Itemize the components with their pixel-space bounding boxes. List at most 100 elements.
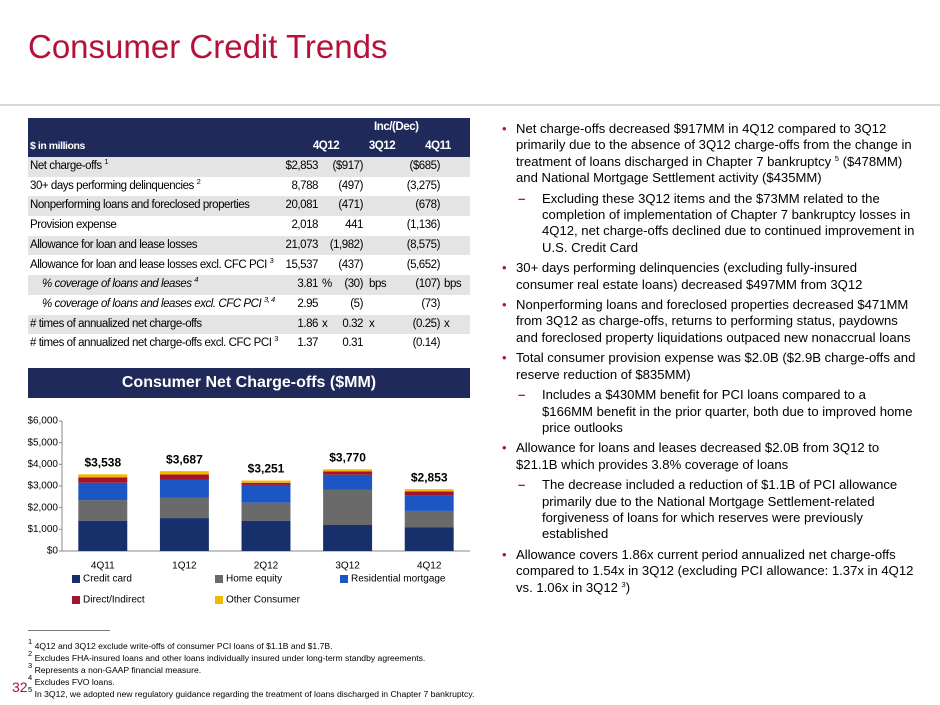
row-note: 1 bbox=[104, 157, 109, 166]
y-tick-label: $6,000 bbox=[28, 416, 58, 427]
bar-segment bbox=[323, 469, 373, 472]
bar-segment bbox=[323, 471, 373, 475]
bullet-note: 3 bbox=[621, 579, 626, 589]
footnote-text: Represents a non-GAAP financial measure. bbox=[34, 665, 202, 675]
bullet-text: Excluding these 3Q12 items and the $73MM… bbox=[542, 190, 915, 255]
legend-swatch bbox=[340, 575, 348, 583]
unit: x bbox=[369, 317, 375, 330]
row-label-text: Allowance for loan and lease losses bbox=[30, 238, 198, 251]
cell: (0.14) bbox=[412, 337, 441, 350]
footnote-text: Excludes FHA-insured loans and other loa… bbox=[34, 653, 426, 663]
legend-swatch bbox=[215, 575, 223, 583]
row-note: 3 bbox=[274, 334, 278, 344]
x-tick-label: 2Q12 bbox=[254, 561, 279, 572]
row-label-text: Net charge-offs bbox=[30, 160, 102, 172]
cell: 2.95 bbox=[297, 297, 318, 310]
total-label: $3,687 bbox=[166, 452, 203, 466]
footnote-mark: 1 bbox=[28, 637, 33, 646]
unit: bps bbox=[369, 278, 387, 291]
legend-label: Other Consumer bbox=[226, 595, 301, 606]
bar-segment bbox=[323, 489, 373, 525]
footnote-text: 4Q12 and 3Q12 exclude write-offs of cons… bbox=[34, 641, 333, 651]
bar-segment bbox=[159, 479, 209, 498]
bar-segment bbox=[241, 480, 291, 483]
footnotes: 1 4Q12 and 3Q12 exclude write-offs of co… bbox=[28, 637, 474, 700]
row-label-text: # times of annualized net charge-offs bbox=[30, 317, 202, 330]
bar-segment bbox=[159, 471, 209, 475]
bullet: Net charge-offs decreased $917MM in 4Q12… bbox=[500, 121, 918, 187]
footnote-mark: 2 bbox=[28, 649, 33, 658]
bar-segment bbox=[241, 502, 291, 521]
column-header: 3Q12 bbox=[368, 140, 396, 152]
x-tick-label: 3Q12 bbox=[335, 561, 360, 572]
bullet: Excluding these 3Q12 items and the $73MM… bbox=[500, 191, 918, 257]
footnote: 2 Excludes FHA-insured loans and other l… bbox=[28, 649, 474, 664]
row-label: Provision expense bbox=[30, 216, 117, 236]
divider bbox=[0, 104, 940, 106]
cell: (107) bbox=[415, 278, 440, 291]
legend-label: Residential mortgage bbox=[351, 574, 446, 585]
cell: 0.31 bbox=[342, 337, 363, 350]
row-label-text: % coverage of loans and leases bbox=[42, 278, 192, 291]
table-row: # times of annualized net charge-offs 1.8… bbox=[28, 314, 470, 335]
bar-segment bbox=[404, 495, 454, 511]
column-header: 4Q11 bbox=[425, 140, 451, 152]
bullet-text: ) bbox=[625, 579, 631, 595]
table-row: Allowance for loan and lease losses excl… bbox=[28, 255, 470, 275]
cell: 441 bbox=[345, 219, 363, 232]
cell: 8,788 bbox=[291, 179, 318, 192]
x-tick-label: 4Q11 bbox=[91, 561, 115, 572]
bar-segment bbox=[78, 482, 128, 501]
bar-segment bbox=[159, 518, 209, 551]
cell: 21,073 bbox=[285, 238, 319, 251]
cell: (471) bbox=[338, 199, 363, 212]
row-label: # times of annualized net charge-offs ex… bbox=[30, 334, 278, 354]
bullet: Nonperforming loans and foreclosed prope… bbox=[500, 297, 918, 346]
bar-segment bbox=[78, 474, 128, 478]
cell: ($917) bbox=[332, 160, 363, 172]
bar-segment bbox=[404, 527, 454, 551]
cell: (497) bbox=[338, 179, 363, 192]
legend-label: Credit card bbox=[83, 574, 132, 585]
row-label: Allowance for loan and lease losses bbox=[30, 236, 198, 256]
row-note: 4 bbox=[194, 275, 199, 285]
total-label: $3,251 bbox=[248, 462, 285, 476]
cell: ($685) bbox=[409, 160, 440, 172]
table-row: % coverage of loans and leases 4 3.81% (30… bbox=[28, 275, 470, 295]
chart: $0 $1,000 $2,000 $3,000 $4,000 $5,000 $6,000 4Q… bbox=[28, 416, 470, 606]
bar-segment bbox=[78, 477, 128, 483]
unit: bps bbox=[444, 278, 462, 291]
bullet-text: Allowance for loans and leases decreased… bbox=[516, 440, 880, 472]
bullet-text: The decrease included a reduction of $1.… bbox=[542, 477, 898, 542]
row-label-text: Provision expense bbox=[30, 219, 117, 232]
footnote: 5 In 3Q12, we adopted new regulatory gui… bbox=[28, 685, 474, 700]
bullet-text: Total consumer provision expense was $2.… bbox=[516, 350, 916, 382]
bullet-text: Includes a $430MM benefit for PCI loans … bbox=[542, 387, 913, 435]
bullet-list: Net charge-offs decreased $917MM in 4Q12… bbox=[500, 121, 918, 600]
footnote: 4 Excludes FVO loans. bbox=[28, 674, 474, 688]
cell: (8,575) bbox=[406, 238, 441, 251]
cell: 15,537 bbox=[285, 258, 319, 271]
bullet: Allowance for loans and leases decreased… bbox=[500, 440, 918, 473]
cell: (0.25) bbox=[412, 317, 441, 330]
bullet: Allowance covers 1.86x current period an… bbox=[500, 547, 918, 596]
footnote-mark: 5 bbox=[28, 685, 33, 694]
footnote: 1 4Q12 and 3Q12 exclude write-offs of co… bbox=[28, 637, 474, 652]
bar-segment bbox=[78, 500, 128, 521]
chart-title: Consumer Net Charge-offs ($MM) bbox=[28, 368, 470, 398]
row-label: % coverage of loans and leases 4 bbox=[42, 275, 198, 295]
total-label: $2,853 bbox=[411, 470, 448, 484]
total-label: $3,538 bbox=[84, 456, 121, 470]
bar-segment bbox=[404, 491, 454, 496]
group-label: Inc/(Dec) bbox=[374, 121, 419, 133]
bar-segment bbox=[323, 474, 373, 490]
legend-label: Direct/Indirect bbox=[83, 595, 145, 606]
unit: x bbox=[444, 317, 450, 330]
cell: (30) bbox=[344, 278, 363, 291]
bullet: Includes a $430MM benefit for PCI loans … bbox=[500, 387, 918, 436]
y-tick-label: $0 bbox=[47, 546, 59, 557]
table-row: Net charge-offs 1 $2,853 ($917) ($685) bbox=[28, 157, 470, 177]
y-tick-label: $3,000 bbox=[28, 481, 58, 492]
cell: (3,275) bbox=[406, 179, 441, 192]
y-tick-label: $4,000 bbox=[28, 459, 58, 470]
